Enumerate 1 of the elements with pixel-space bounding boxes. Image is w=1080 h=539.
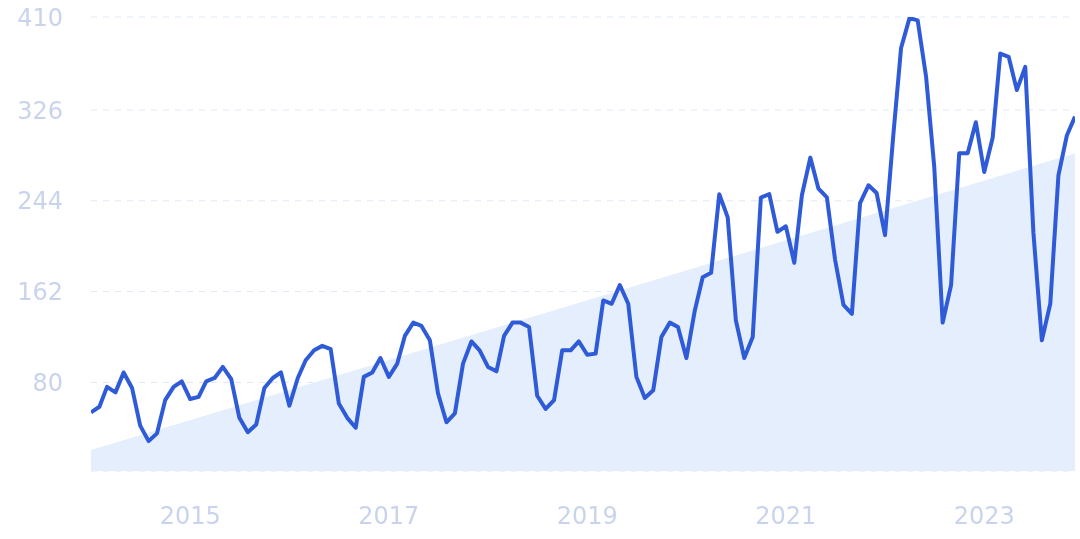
line-series bbox=[91, 17, 1075, 444]
